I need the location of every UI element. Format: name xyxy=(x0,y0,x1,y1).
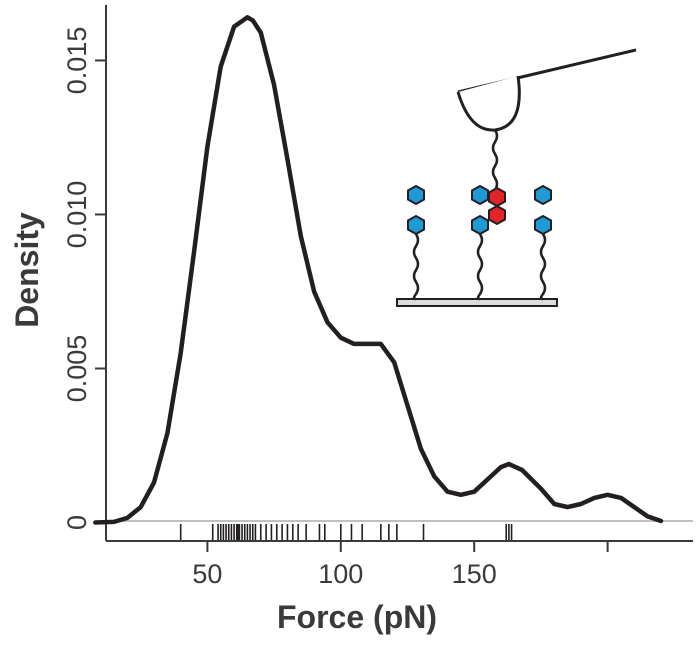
rug-marks xyxy=(179,524,513,540)
red-sugar-ring xyxy=(488,204,506,226)
surface-linker-3 xyxy=(539,233,547,301)
surface-linker-2 xyxy=(476,233,484,301)
y-tick-label: 0 xyxy=(62,515,92,530)
x-axis-title: Force (pN) xyxy=(277,599,437,635)
y-tick-label: 0.010 xyxy=(62,181,92,249)
surface-linker-1 xyxy=(412,233,420,301)
afm-tip xyxy=(456,75,521,132)
blue-sugar-ring xyxy=(407,184,425,206)
blue-sugar-ring xyxy=(407,214,425,236)
density-curve xyxy=(93,15,664,525)
substrate-surface xyxy=(396,298,558,307)
x-tick-label: 50 xyxy=(192,559,222,589)
blue-sugar-ring xyxy=(471,214,489,236)
afm-schematic-inset xyxy=(396,48,637,307)
red-sugar-ring xyxy=(488,186,506,208)
blue-sugar-ring xyxy=(471,184,489,206)
y-axis-ticks: 0 0.005 0.010 0.015 xyxy=(62,27,106,530)
blue-sugar-ring xyxy=(534,214,552,236)
y-tick-label: 0.005 xyxy=(62,335,92,403)
y-tick-label: 0.015 xyxy=(62,27,92,95)
x-tick-label: 150 xyxy=(452,559,497,589)
x-tick-label: 100 xyxy=(318,559,363,589)
blue-sugar-ring xyxy=(534,184,552,206)
x-axis-ticks: 50 100 150 xyxy=(192,541,609,589)
y-axis-title: Density xyxy=(9,212,45,328)
